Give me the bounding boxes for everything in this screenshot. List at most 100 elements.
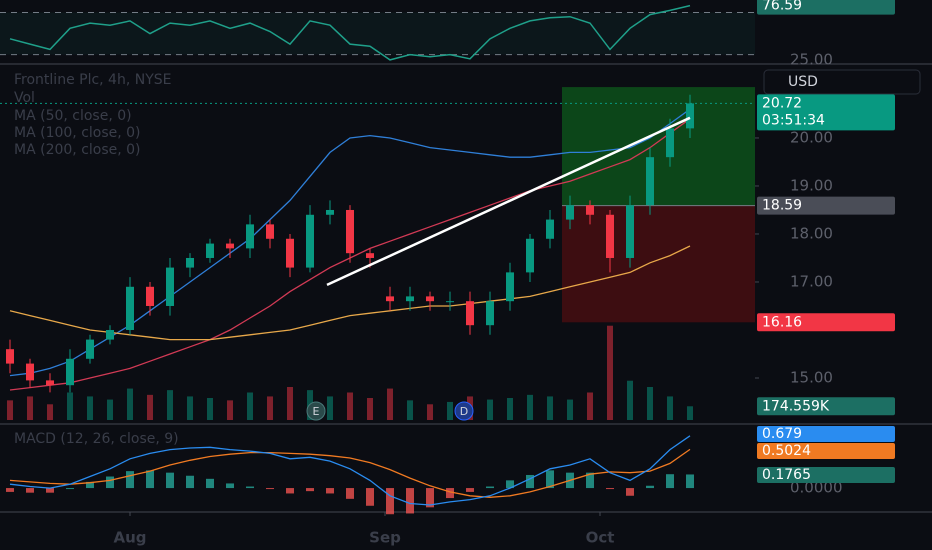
macd-histogram <box>506 480 514 489</box>
stop-label: 16.16 <box>762 314 802 330</box>
volume-tag-bg <box>757 397 895 416</box>
candle-body <box>466 301 474 326</box>
candle-body <box>246 224 254 249</box>
volume-bar <box>327 396 333 420</box>
macd-value-bg <box>757 426 895 442</box>
entry-label-bg <box>757 196 895 215</box>
y-tick-label: 19.00 <box>790 176 833 194</box>
volume-bar <box>27 396 33 420</box>
macd-histogram <box>186 475 194 489</box>
volume-bar <box>207 398 213 420</box>
candle-body <box>266 224 274 239</box>
macd-histogram <box>206 478 214 489</box>
x-tick-label: Oct <box>586 529 615 547</box>
macd-histogram <box>686 474 694 489</box>
chart-title: Frontline Plc, 4h, NYSE <box>14 72 172 88</box>
rsi-value-bg <box>757 0 895 15</box>
volume-bar <box>507 398 513 420</box>
macd-histogram <box>546 470 554 489</box>
macd-histogram <box>586 472 594 489</box>
last-price-bg <box>757 94 895 131</box>
volume-bar <box>667 396 673 420</box>
candle-body <box>326 209 334 215</box>
candle-body <box>66 358 74 386</box>
candle-body <box>666 128 674 158</box>
volume-bar <box>567 399 573 420</box>
signal-value-bg <box>757 443 895 459</box>
volume-bar <box>627 380 633 420</box>
candle-body <box>626 205 634 258</box>
candle-body <box>366 253 374 258</box>
candle-body <box>306 214 314 268</box>
volume-bar <box>687 406 693 420</box>
macd-histogram <box>226 483 234 489</box>
volume-bar <box>587 392 593 420</box>
x-tick-label: Aug <box>113 529 146 547</box>
moving-average <box>9 108 691 377</box>
volume-bar <box>387 388 393 420</box>
candle-body <box>6 349 14 364</box>
volume-bar <box>527 394 533 420</box>
volume-bar <box>367 398 373 420</box>
candle-body <box>546 219 554 239</box>
volume-bar <box>647 387 653 420</box>
rsi-line <box>9 4 691 61</box>
candle-body <box>606 214 614 258</box>
rsi-tick-label: 25.00 <box>790 50 833 68</box>
candle-body <box>146 286 154 306</box>
volume-bar <box>347 392 353 420</box>
macd-histogram <box>466 488 474 492</box>
currency-button[interactable] <box>763 69 921 95</box>
signal-value: 0.5024 <box>762 443 811 459</box>
candle-body <box>206 243 214 258</box>
macd-histogram <box>606 488 614 490</box>
macd-value: 0.679 <box>762 426 802 442</box>
macd-title: MACD (12, 26, close, 9) <box>14 431 179 447</box>
macd-histogram <box>26 488 34 493</box>
macd-histogram <box>106 476 114 489</box>
macd-histogram <box>406 488 414 514</box>
histogram-value-bg <box>757 467 895 483</box>
macd-histogram <box>166 472 174 489</box>
volume-bar <box>427 404 433 420</box>
candle-body <box>286 238 294 268</box>
rsi-value: 76.59 <box>762 0 802 14</box>
candle-body <box>566 205 574 220</box>
macd-histogram <box>646 485 654 489</box>
legend-entry: Vol <box>14 90 35 106</box>
event-label: D <box>460 405 468 418</box>
macd-histogram <box>126 471 134 489</box>
volume-bar <box>607 325 613 420</box>
volume-bar <box>487 399 493 420</box>
macd-signal <box>9 448 691 498</box>
currency[interactable]: USD <box>788 74 818 90</box>
macd-histogram <box>66 488 74 490</box>
volume-bar <box>187 396 193 420</box>
candle-body <box>166 267 174 306</box>
candle-body <box>86 339 94 359</box>
macd-histogram <box>146 470 154 489</box>
candle-body <box>46 380 54 386</box>
rsi-band-fill <box>0 12 755 55</box>
legend-entry: MA (50, close, 0) <box>14 108 132 124</box>
x-tick-label: Sep <box>369 529 401 547</box>
macd-histogram <box>246 486 254 489</box>
volume-bar <box>87 396 93 420</box>
candle-body <box>686 103 694 129</box>
y-tick-label: 17.00 <box>790 272 833 290</box>
candle-body <box>186 257 194 268</box>
candle-body <box>486 301 494 326</box>
volume-bar <box>147 394 153 420</box>
volume-bar <box>127 388 133 420</box>
volume-bar <box>7 400 13 420</box>
volume-bar <box>227 400 233 420</box>
macd-histogram <box>286 488 294 494</box>
event-label: E <box>313 405 320 418</box>
entry-label: 18.59 <box>762 198 802 214</box>
macd-histogram <box>426 488 434 508</box>
macd-histogram <box>626 488 634 496</box>
candle-body <box>346 209 354 254</box>
macd-histogram <box>386 488 394 515</box>
macd-histogram <box>46 488 54 493</box>
target-zone <box>562 87 755 206</box>
